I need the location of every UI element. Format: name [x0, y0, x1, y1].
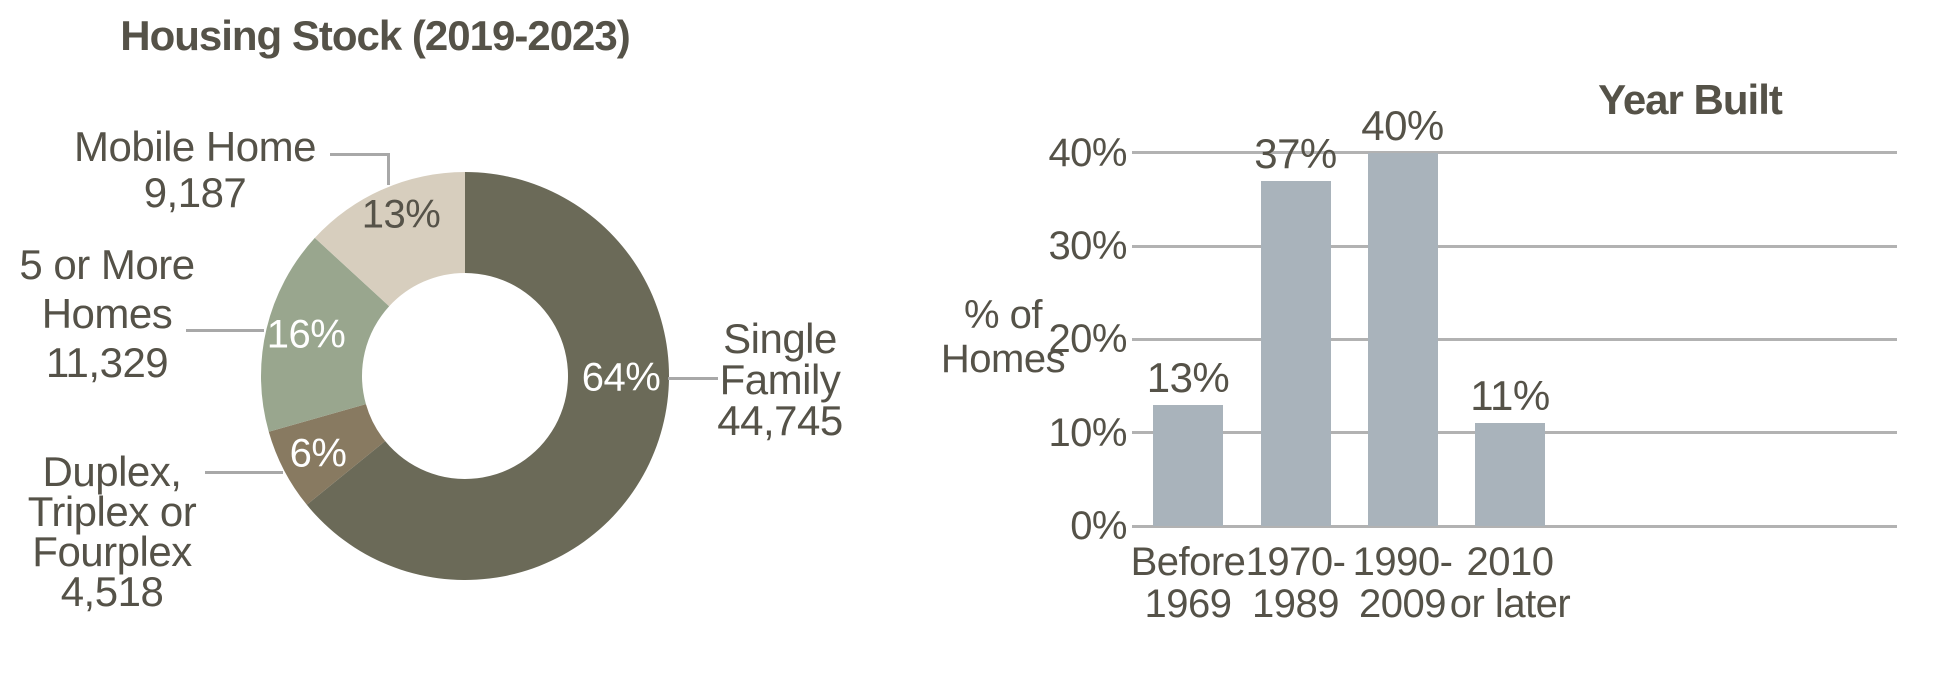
- bar-1990-2009: [1367, 152, 1438, 526]
- x-label-line: 1990-: [1352, 540, 1453, 584]
- pie-slice-mobile-home: [314, 172, 465, 307]
- x-label-line: 2009: [1359, 582, 1446, 626]
- bar-value-1970-1989: 37%: [1254, 129, 1337, 177]
- bar-value-before-1969: 13%: [1146, 353, 1230, 401]
- leader-line-mobile-home: [330, 153, 390, 185]
- callout-line: 4,518: [60, 568, 164, 615]
- gridline-20%: [1132, 337, 1897, 341]
- x-label-2010-or-later: 2010 or later: [1450, 541, 1571, 625]
- pie-slice-duplex-triplex-or-fourplex: [268, 404, 386, 505]
- callout-line: Fourplex: [32, 528, 192, 575]
- callout-line: 5 or More: [19, 241, 195, 288]
- y-axis-title: % of Homes: [903, 293, 1103, 381]
- y-axis-title-line: Homes: [940, 337, 1066, 381]
- callout-line: Duplex,: [42, 448, 182, 495]
- x-label-1970-1989: 1970- 1989: [1246, 541, 1346, 625]
- pie-percent-label-5-or-more-homes: 16%: [266, 312, 346, 357]
- x-label-before-1969: Before 1969: [1131, 541, 1246, 625]
- x-label-line: or later: [1449, 582, 1571, 626]
- y-tick-30%: 30%: [1048, 224, 1127, 269]
- pie-callout-mobile-home: Mobile Home 9,187: [74, 124, 316, 216]
- y-tick-40%: 40%: [1048, 130, 1127, 175]
- callout-line: 44,745: [717, 397, 843, 444]
- bar-value-2010-or-later: 11%: [1470, 372, 1550, 420]
- gridline-30%: [1132, 244, 1897, 248]
- y-tick-0%: 0%: [1070, 504, 1127, 548]
- callout-line: Single: [723, 315, 837, 362]
- pie-callout-single-family: Single Family 44,745: [717, 315, 843, 444]
- x-label-line: 2010: [1466, 540, 1554, 584]
- callout-line: Triplex or: [27, 488, 197, 535]
- pie-callout-5-or-more-homes: 5 or More Homes 11,329: [19, 240, 195, 387]
- pie-slice-5-or-more-homes: [261, 237, 390, 432]
- gridline-0%: [1132, 524, 1897, 528]
- bar-before-1969: [1153, 404, 1223, 526]
- pie-slice-single-family: [306, 172, 669, 580]
- bar-1970-1989: [1260, 180, 1331, 526]
- callout-line: Family: [719, 356, 841, 403]
- pie-percent-label-mobile-home: 13%: [361, 192, 441, 237]
- callout-line: Homes: [41, 290, 173, 337]
- callout-line: Mobile Home: [74, 123, 316, 170]
- callout-line: 11,329: [45, 339, 169, 386]
- x-label-line: 1989: [1252, 582, 1339, 626]
- callout-line: 9,187: [143, 169, 247, 216]
- gridline-40%: [1132, 151, 1897, 155]
- x-label-1990-2009: 1990- 2009: [1353, 541, 1453, 625]
- bar-value-1990-2009: 40%: [1361, 101, 1444, 149]
- y-axis-title-line: % of: [963, 293, 1043, 337]
- y-tick-10%: 10%: [1048, 410, 1127, 455]
- pie-callout-duplex-triplex-or-fourplex: Duplex, Triplex or Fourplex 4,518: [27, 448, 197, 615]
- bar-2010-or-later: [1475, 423, 1545, 526]
- pie-percent-label-single-family: 64%: [581, 355, 661, 400]
- bar-chart-title: Year Built: [1598, 76, 1783, 123]
- y-tick-20%: 20%: [1048, 317, 1127, 362]
- x-label-line: 1970-: [1245, 540, 1346, 584]
- pie-chart-title: Housing Stock (2019-2023): [120, 12, 631, 59]
- x-label-line: Before: [1130, 540, 1246, 584]
- x-label-line: 1969: [1144, 582, 1232, 626]
- pie-percent-label-duplex-triplex-or-fourplex: 6%: [289, 431, 347, 476]
